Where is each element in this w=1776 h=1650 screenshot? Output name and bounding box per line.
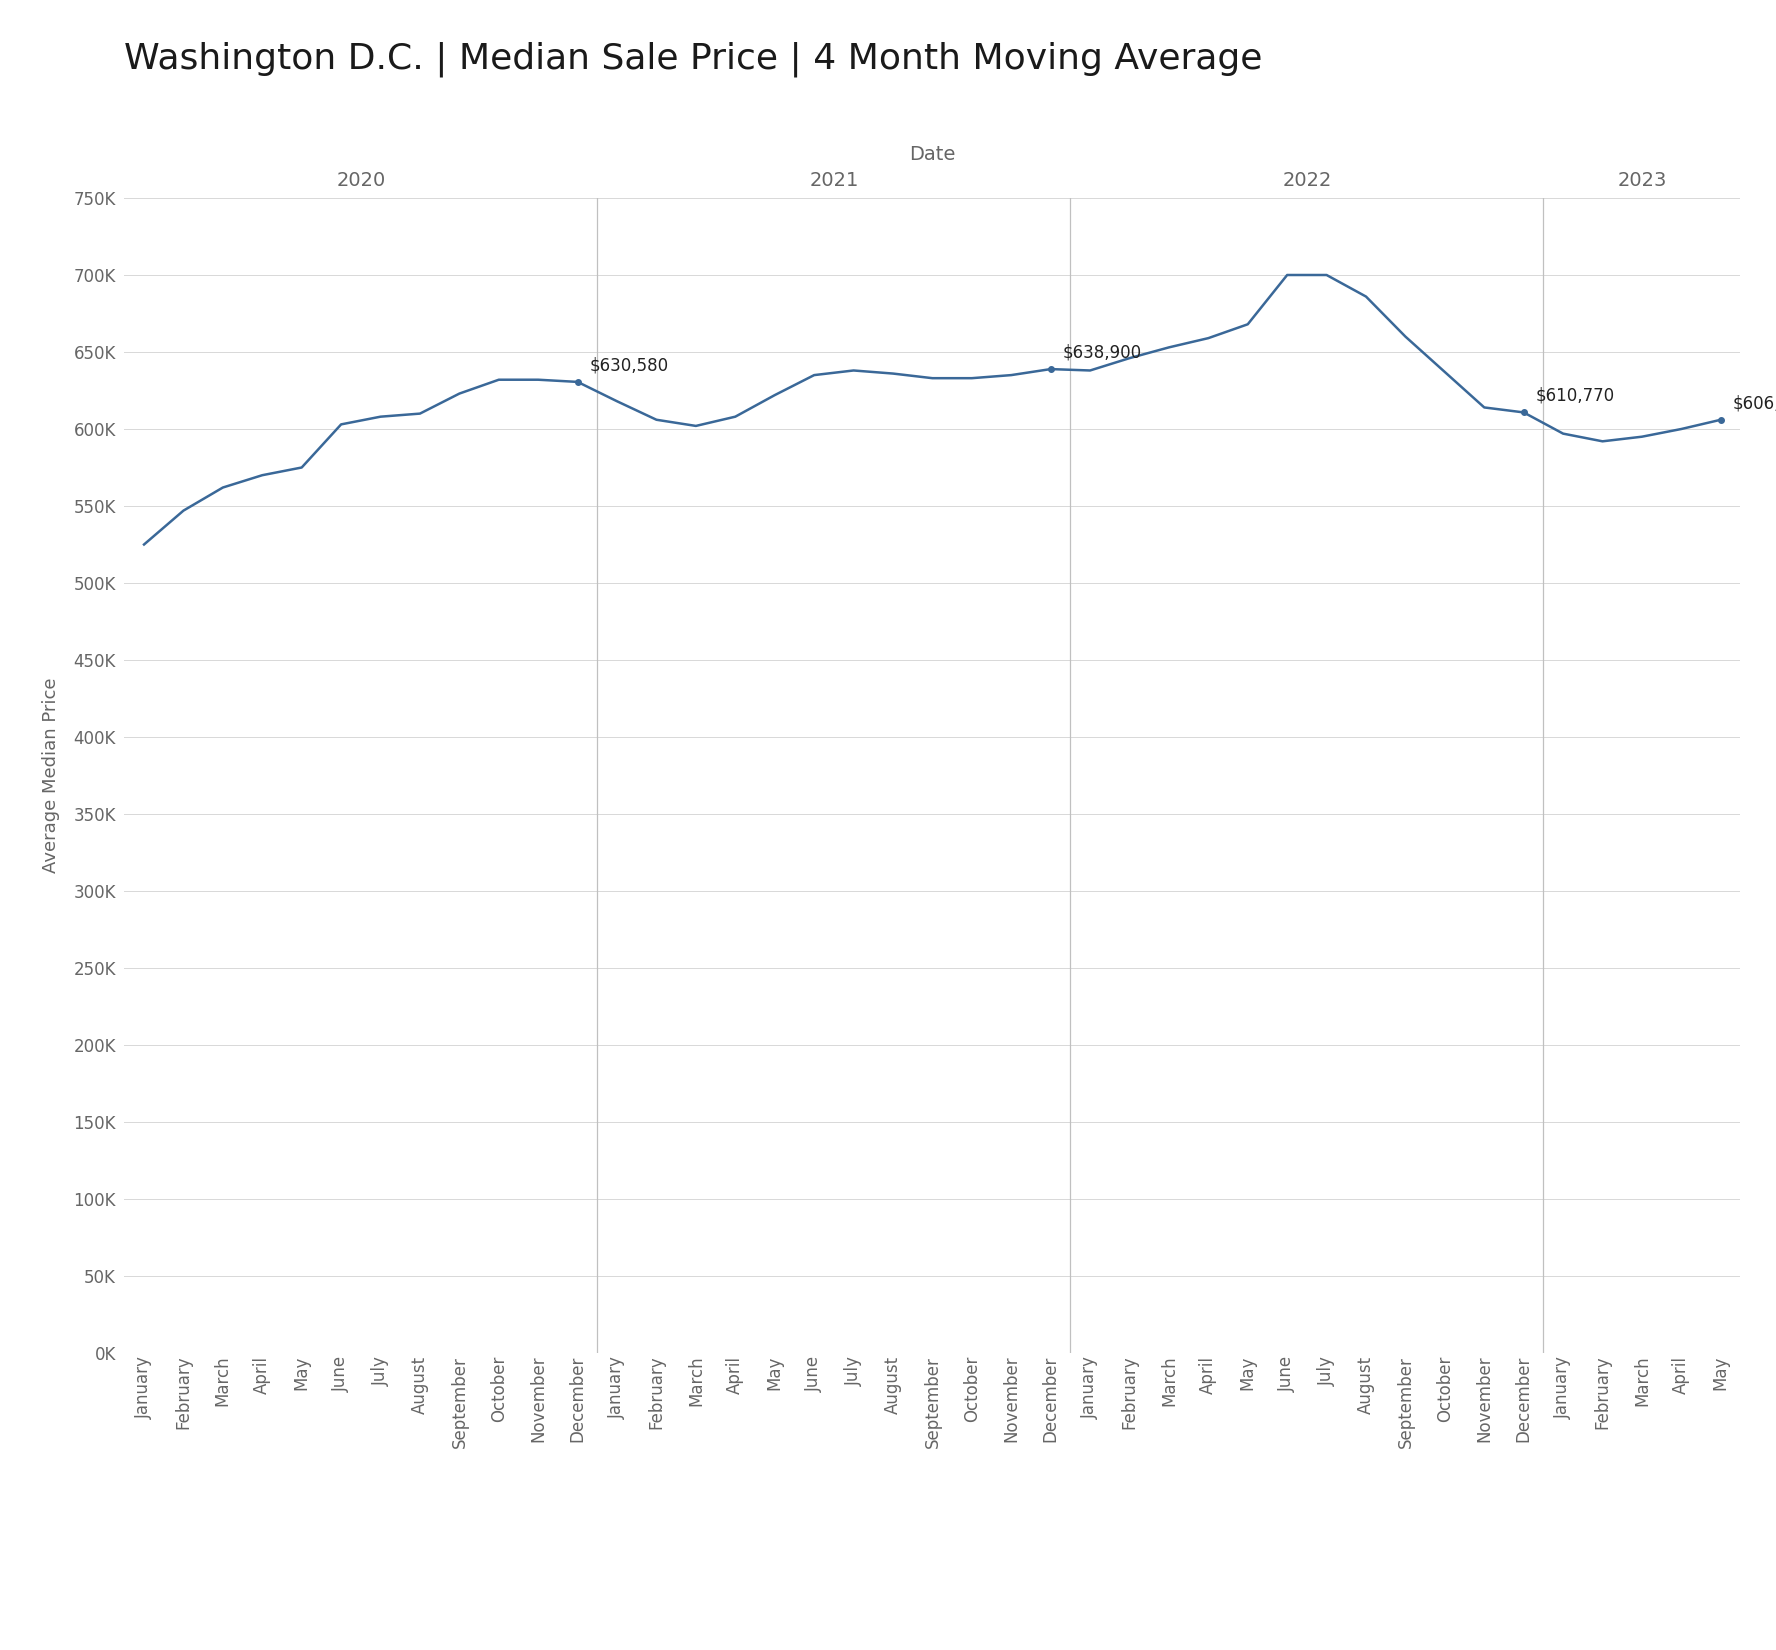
Text: $630,580: $630,580	[590, 356, 668, 375]
Text: $638,900: $638,900	[1062, 343, 1142, 361]
Text: Washington D.C. | Median Sale Price | 4 Month Moving Average: Washington D.C. | Median Sale Price | 4 …	[124, 41, 1263, 78]
X-axis label: Date: Date	[909, 145, 955, 163]
Y-axis label: Average Median Price: Average Median Price	[41, 678, 60, 873]
Text: $610,770: $610,770	[1536, 386, 1614, 404]
Text: $606,000: $606,000	[1733, 394, 1776, 412]
